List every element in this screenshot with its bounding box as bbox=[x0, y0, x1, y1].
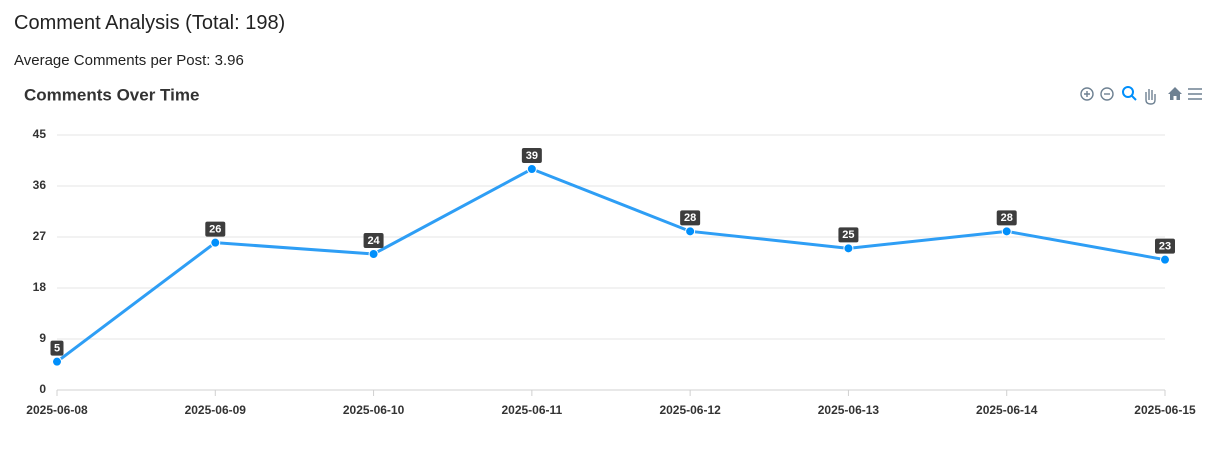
zoom-in-button[interactable] bbox=[1080, 87, 1094, 101]
point bbox=[368, 249, 379, 259]
zoom-select-button[interactable] bbox=[1122, 86, 1137, 101]
data-label-bg bbox=[838, 227, 859, 243]
data-label: 28 bbox=[1001, 212, 1013, 224]
page-title: Comment Analysis (Total: 198) bbox=[14, 12, 286, 34]
page-subtitle: Average Comments per Post: 3.96 bbox=[14, 52, 244, 69]
data-label-bg bbox=[521, 148, 542, 163]
x-tick-label: 2025-06-14 bbox=[976, 403, 1038, 417]
data-label: 39 bbox=[526, 150, 538, 162]
data-label: 28 bbox=[684, 212, 696, 224]
data-label: 24 bbox=[367, 235, 380, 247]
point bbox=[685, 226, 696, 237]
x-tick-label: 2025-06-12 bbox=[659, 403, 721, 417]
y-tick-label: 9 bbox=[39, 331, 46, 345]
menu-button[interactable] bbox=[1188, 88, 1202, 100]
data-label: 26 bbox=[209, 224, 221, 236]
data-label-bg bbox=[50, 340, 64, 356]
point bbox=[1160, 254, 1170, 265]
point bbox=[526, 164, 537, 174]
data-label-bg bbox=[996, 210, 1017, 226]
chart-title: Comments Over Time bbox=[24, 85, 199, 104]
x-tick-label: 2025-06-09 bbox=[185, 403, 247, 417]
data-label-bg bbox=[680, 210, 701, 226]
toolbar bbox=[1080, 86, 1202, 105]
point bbox=[843, 243, 854, 254]
x-tick-label: 2025-06-10 bbox=[343, 403, 405, 417]
point bbox=[1001, 226, 1012, 237]
y-tick-label: 45 bbox=[33, 127, 47, 141]
data-label: 23 bbox=[1159, 241, 1171, 253]
data-label-bg bbox=[363, 233, 384, 248]
point bbox=[210, 237, 221, 248]
x-tick-label: 2025-06-13 bbox=[818, 403, 880, 417]
point bbox=[52, 356, 62, 367]
y-tick-label: 27 bbox=[33, 229, 47, 243]
data-label-bg bbox=[205, 221, 226, 237]
x-tick-label: 2025-06-11 bbox=[501, 403, 562, 417]
line bbox=[56, 167, 1166, 363]
data-label-bg bbox=[1155, 238, 1175, 254]
y-tick-label: 0 bbox=[39, 382, 46, 396]
reset-button[interactable] bbox=[1168, 87, 1182, 100]
y-tick-label: 18 bbox=[33, 280, 47, 294]
data-label: 25 bbox=[842, 229, 854, 241]
zoom-out-button[interactable] bbox=[1100, 87, 1114, 101]
pan-button[interactable] bbox=[1145, 89, 1156, 105]
data-label: 5 bbox=[54, 343, 60, 355]
x-tick-label: 2025-06-08 bbox=[26, 403, 88, 417]
x-tick-label: 2025-06-15 bbox=[1134, 403, 1196, 417]
y-tick-label: 36 bbox=[33, 178, 47, 192]
